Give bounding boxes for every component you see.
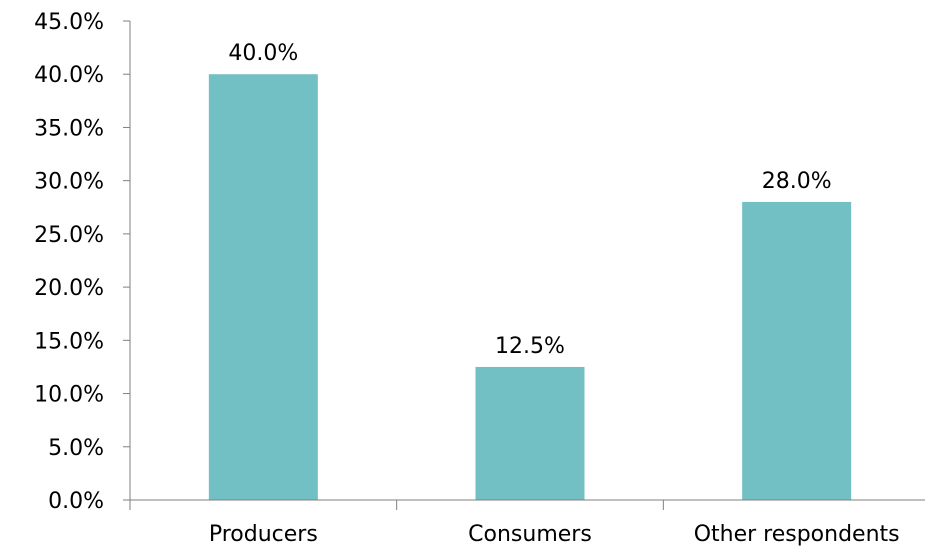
bar — [742, 201, 852, 500]
y-tick-label: 40.0% — [34, 63, 104, 88]
y-axis-tick-labels: 0.0% 5.0% 10.0% 15.0% 20.0% 25.0% 30.0% 35.0% 40… — [34, 10, 104, 514]
x-category-label: Consumers — [468, 522, 592, 547]
x-axis-category-labels: Producers Consumers Other respondents — [209, 522, 900, 547]
bars — [208, 74, 852, 500]
data-label: 28.0% — [762, 169, 832, 194]
y-tick-label: 20.0% — [34, 276, 104, 301]
y-tick-label: 35.0% — [34, 116, 104, 141]
y-tick-label: 0.0% — [48, 489, 104, 514]
y-tick-label: 45.0% — [34, 10, 104, 35]
y-tick-label: 10.0% — [34, 383, 104, 408]
bar — [208, 74, 318, 500]
bar — [475, 366, 585, 500]
y-axis-ticks — [123, 20, 130, 501]
y-tick-label: 15.0% — [34, 329, 104, 354]
y-tick-label: 5.0% — [48, 436, 104, 461]
y-tick-label: 30.0% — [34, 170, 104, 195]
x-axis-ticks — [129, 500, 664, 510]
data-labels: 40.0% 12.5% 28.0% — [228, 41, 831, 359]
x-category-label: Other respondents — [694, 522, 900, 547]
data-label: 12.5% — [495, 334, 565, 359]
data-label: 40.0% — [228, 41, 298, 66]
y-tick-label: 25.0% — [34, 223, 104, 248]
x-category-label: Producers — [209, 522, 318, 547]
